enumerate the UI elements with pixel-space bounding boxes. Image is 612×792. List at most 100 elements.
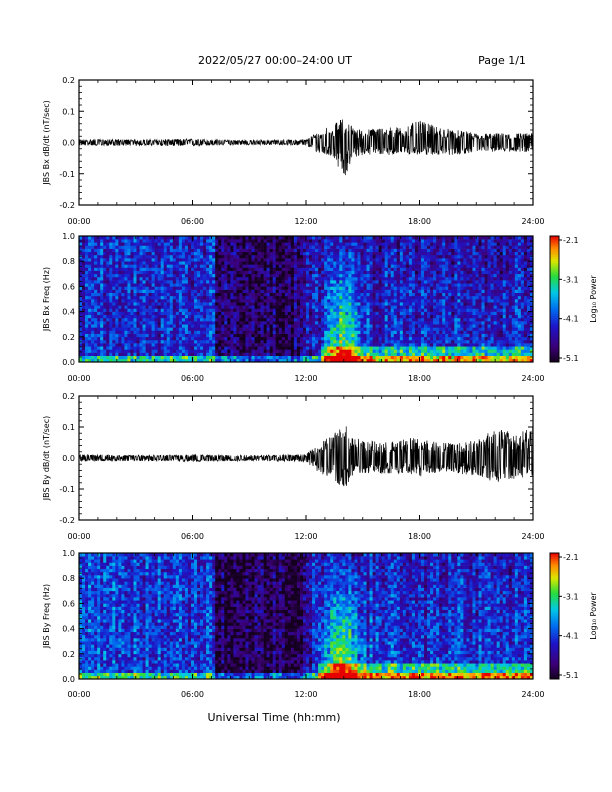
spectrogram-cell — [287, 254, 292, 259]
spectrogram-cell — [251, 242, 255, 246]
spectrogram-cell — [248, 251, 252, 256]
spectrogram-cell — [302, 280, 307, 284]
dbdt-trace — [78, 119, 534, 176]
spectrogram-cell — [115, 311, 119, 316]
spectrogram-cell — [275, 317, 280, 322]
spectrogram-cell — [257, 264, 261, 268]
spectrogram-cell — [112, 245, 116, 249]
spectrogram-cell — [194, 248, 198, 253]
spectrogram-cell — [306, 302, 310, 306]
spectrogram-cell — [97, 302, 101, 306]
spectrogram-cell — [287, 352, 292, 356]
spectrogram-cell — [127, 324, 131, 328]
spectrogram-cell — [97, 314, 101, 319]
spectrogram-cell — [136, 264, 140, 268]
spectrogram-cell — [133, 283, 137, 287]
spectrogram-cell — [248, 286, 252, 290]
spectrogram-cell — [321, 239, 325, 243]
spectrogram-cell — [163, 267, 168, 271]
spectrogram-cell — [442, 355, 446, 360]
spectrogram-cell — [151, 261, 155, 265]
spectrogram-cell — [100, 302, 104, 306]
spectrogram-cell — [306, 317, 310, 322]
spectrogram-cell — [206, 352, 210, 356]
spectrogram-cell — [351, 276, 355, 281]
spectrogram-cell — [215, 305, 219, 309]
spectrogram-cell — [163, 283, 168, 287]
spectrogram-cell — [363, 292, 367, 297]
spectrogram-cell — [375, 239, 379, 243]
spectrogram-cell — [378, 346, 382, 350]
spectrogram-cell — [85, 355, 89, 360]
spectrogram-cell — [327, 305, 331, 309]
spectrogram-cell — [396, 311, 401, 316]
spectrogram-cell — [88, 299, 92, 303]
spectrogram-cell — [414, 352, 419, 356]
spectrogram-cell — [79, 336, 83, 341]
spectrogram-cell — [260, 273, 264, 278]
spectrogram-cell — [439, 292, 443, 297]
spectrogram-cell — [387, 305, 392, 309]
spectrogram-cell — [405, 308, 410, 312]
spectrogram-cell — [351, 258, 355, 262]
spectrogram-cell — [166, 276, 171, 281]
spectrogram-cell — [236, 339, 240, 344]
spectrogram-cell — [342, 280, 346, 284]
spectrogram-cell — [88, 261, 92, 265]
spectrogram-cell — [103, 273, 107, 278]
spectrogram-cell — [263, 339, 267, 344]
spectrogram-cell — [187, 327, 192, 331]
spectrogram-cell — [272, 283, 277, 287]
spectrogram-cell — [251, 264, 255, 268]
spectrogram-cell — [118, 283, 122, 287]
spectrogram-cell — [372, 305, 376, 309]
spectrogram-cell — [366, 317, 370, 322]
spectrogram-cell — [330, 251, 334, 256]
spectrogram-cell — [85, 346, 89, 350]
spectrogram-cell — [269, 276, 274, 281]
spectrogram-cell — [366, 270, 370, 275]
spectrogram-cell — [233, 286, 237, 290]
spectrogram-cell — [251, 299, 255, 303]
spectrogram-cell — [154, 236, 158, 240]
spectrogram-cell — [384, 308, 389, 312]
spectrogram-cell — [172, 317, 177, 322]
spectrogram-cell — [281, 245, 286, 249]
spectrogram-cell — [360, 236, 364, 240]
spectrogram-cell — [324, 276, 328, 281]
spectrogram-cell — [197, 251, 201, 256]
spectrogram-cell — [148, 302, 152, 306]
spectrogram-cell — [336, 324, 340, 328]
spectrogram-cell — [284, 355, 289, 360]
spectrogram-cell — [445, 327, 449, 331]
spectrogram-cell — [290, 336, 295, 341]
spectrogram-cell — [302, 264, 307, 268]
spectrogram-cell — [378, 239, 382, 243]
spectrogram-cell — [133, 355, 137, 360]
spectrogram-cell — [91, 336, 95, 341]
spectrogram-cell — [384, 349, 389, 353]
spectrogram-cell — [139, 248, 143, 253]
spectrogram-cell — [384, 343, 389, 347]
spectrogram-cell — [115, 321, 119, 325]
spectrogram-cell — [360, 251, 364, 256]
spectrogram-cell — [79, 261, 83, 265]
spectrogram-cell — [85, 292, 89, 297]
spectrogram-cell — [424, 280, 428, 284]
spectrogram-cell — [357, 324, 361, 328]
spectrogram-cell — [445, 352, 449, 356]
spectrogram-cell — [136, 251, 140, 256]
spectrogram-cell — [318, 264, 322, 268]
spectrogram-cell — [342, 264, 346, 268]
spectrogram-cell — [257, 299, 261, 303]
spectrogram-cell — [321, 327, 325, 331]
spectrogram-cell — [278, 330, 283, 334]
spectrogram-cell — [372, 299, 376, 303]
spectrogram-cell — [296, 321, 301, 325]
spectrogram-cell — [414, 254, 419, 259]
spectrogram-cell — [354, 339, 358, 344]
spectrogram-cell — [363, 242, 367, 246]
spectrogram-cell — [197, 270, 201, 275]
spectrogram-cell — [242, 245, 246, 249]
spectrogram-cell — [384, 311, 389, 316]
